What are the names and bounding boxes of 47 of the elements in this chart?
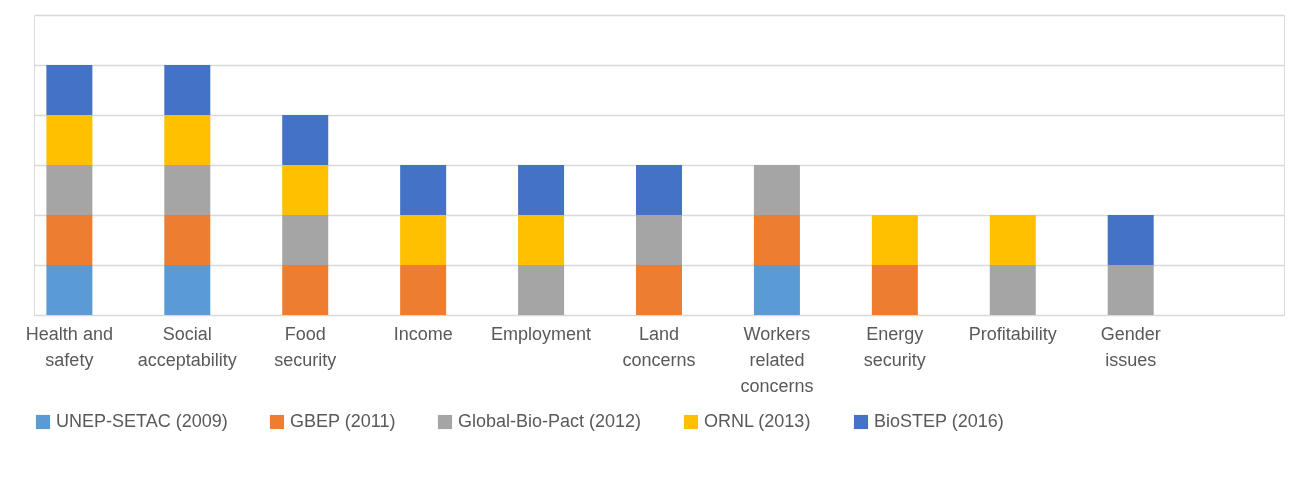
bar [636, 215, 682, 265]
bar [1107, 265, 1154, 315]
x-tick-label: Profitability [968, 323, 1057, 344]
bar [400, 165, 447, 215]
x-tick-label: Health and safety [25, 323, 113, 370]
bar [400, 215, 447, 265]
x-tick-label: Land concerns [622, 323, 696, 370]
bar [400, 265, 447, 315]
x-tick-label: Workers related concerns [740, 323, 814, 396]
legend-label: GBEP (2011) [290, 411, 396, 431]
bar [753, 165, 800, 215]
bar [518, 215, 565, 265]
bar [46, 115, 93, 165]
bar [871, 265, 918, 315]
bar [46, 65, 93, 115]
bar [753, 265, 800, 315]
x-tick-label: Gender issues [1100, 323, 1161, 370]
bar [46, 265, 93, 315]
x-tick-label: Food security [274, 323, 337, 370]
legend-label: UNEP-SETAC (2009) [56, 411, 228, 431]
x-tick-label: Income [393, 323, 453, 344]
bar [164, 265, 211, 315]
bar [164, 115, 211, 165]
legend-label: ORNL (2013) [704, 411, 811, 431]
x-tick-label: Employment [491, 323, 592, 344]
bar [282, 265, 329, 315]
bar [989, 215, 1036, 265]
bar [753, 215, 800, 265]
legend-label: BioSTEP (2016) [874, 411, 1004, 431]
bar [164, 165, 211, 215]
bar [518, 265, 565, 315]
bar [518, 165, 565, 215]
bar [282, 215, 329, 265]
bar [164, 215, 211, 265]
bar [636, 165, 682, 215]
legend-label: Global-Bio-Pact (2012) [458, 411, 642, 431]
bar [46, 165, 93, 215]
bar [871, 215, 918, 265]
x-tick-label: Energy security [863, 323, 926, 370]
bar [164, 65, 211, 115]
bar [989, 265, 1036, 315]
bar [1107, 215, 1154, 265]
bar [282, 115, 329, 165]
bar [636, 265, 682, 315]
bar [282, 165, 329, 215]
x-tick-label: Social acceptability [137, 323, 237, 370]
bar [46, 215, 93, 265]
